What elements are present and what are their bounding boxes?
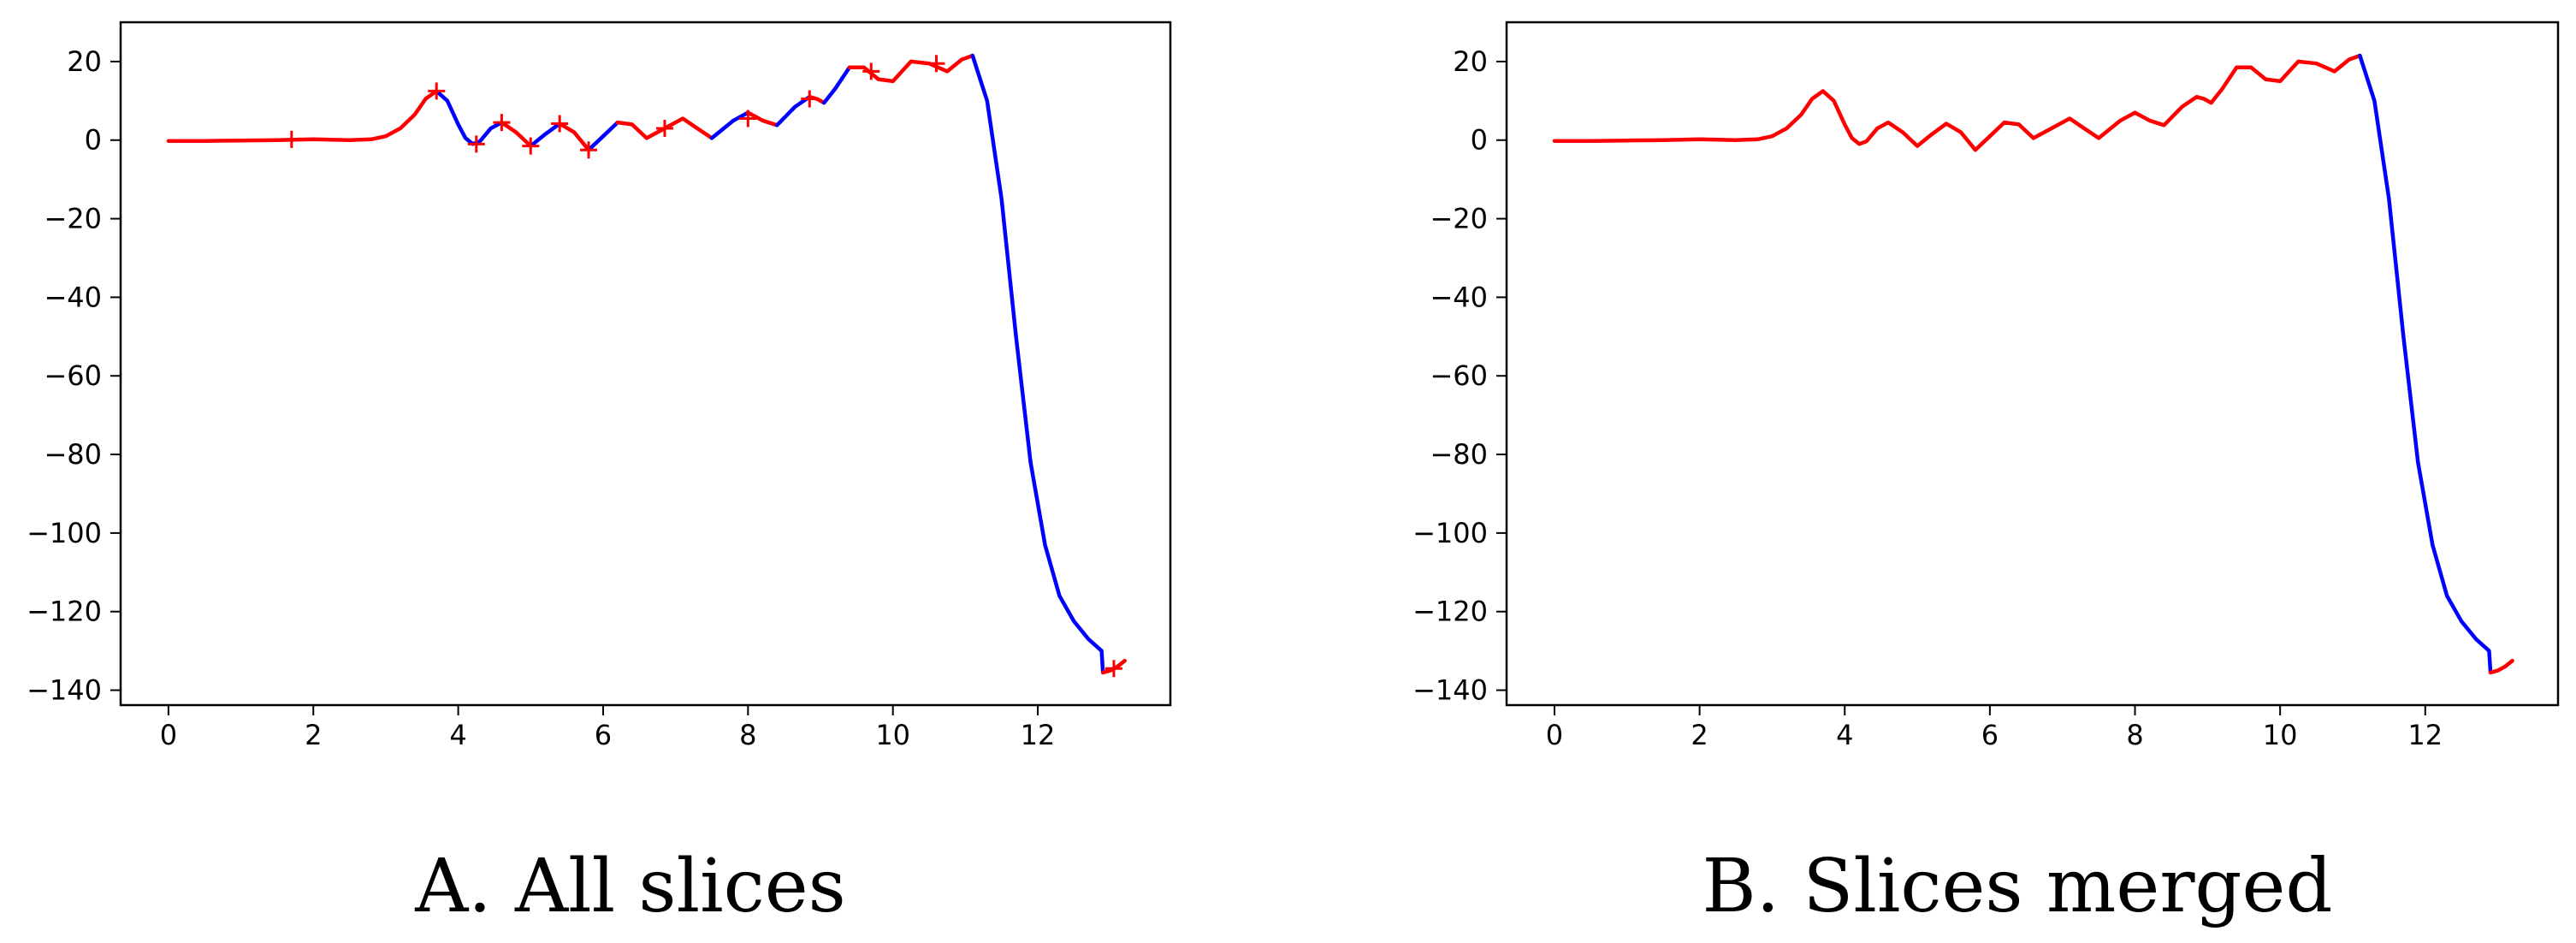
- panel-a-ytick-label: −100: [27, 517, 102, 549]
- panel-a-series-red-segment: [847, 53, 975, 84]
- panel-a-marker-point: [580, 141, 598, 159]
- panel-a-series-red-segment: [557, 122, 591, 152]
- panel-b-series-red-segment: [2488, 658, 2514, 675]
- panel-b-xtick-label: 4: [1836, 719, 1853, 751]
- panel-a-ytick-label: −40: [44, 281, 102, 313]
- panel-a-xtick-label: 4: [449, 719, 466, 751]
- panel-a-series-red-segment: [746, 110, 779, 128]
- panel-a-xtick-label: 8: [739, 719, 756, 751]
- panel-b-xtick-label: 2: [1691, 719, 1708, 751]
- panel-a-marker-point: [927, 55, 945, 73]
- panel-a-ytick-label: 0: [85, 124, 102, 157]
- panel-a-ytick-label: −20: [44, 203, 102, 235]
- panel-a-xtick-label: 6: [595, 719, 612, 751]
- panel-b-series-blue-segment: [2358, 53, 2493, 675]
- panel-a-series-blue-segment: [821, 65, 852, 105]
- panel-b-xtick-label: 0: [1546, 719, 1563, 751]
- panel-a-caption: A. All slices: [414, 844, 846, 929]
- panel-a-ytick-label: −140: [27, 674, 102, 707]
- panel-b-ytick-label: −100: [1412, 517, 1488, 549]
- panel-a-marker-point: [1104, 660, 1122, 678]
- panel-b-ytick-label: 20: [1453, 45, 1488, 78]
- panel-a-series-blue-segment: [529, 122, 562, 148]
- panel-b-xtick-label: 8: [2126, 719, 2143, 751]
- panel-b-ytick-label: −60: [1430, 359, 1488, 392]
- panel-b-xtick-label: 6: [1981, 719, 1999, 751]
- panel-a-marker-point: [551, 115, 569, 133]
- panel-b-series-red-segment: [1552, 53, 2362, 152]
- panel-a-xtick-label: 2: [305, 719, 322, 751]
- panel-a-marker-point: [493, 114, 511, 132]
- panel-a-xtick-label: 12: [1021, 719, 1056, 751]
- panel-a-marker-point: [282, 130, 300, 148]
- panel-b-ytick-label: −140: [1412, 674, 1488, 707]
- panel-a-ytick-label: −60: [44, 359, 102, 392]
- panel-b-ytick-label: −20: [1430, 203, 1488, 235]
- panel-a-marker-point: [522, 137, 540, 155]
- panel-b-ytick-label: 0: [1471, 124, 1488, 157]
- panel-a-marker-point: [862, 62, 880, 80]
- panel-b-ytick-label: −120: [1412, 596, 1488, 628]
- panel-b-caption: B. Slices merged: [1703, 844, 2333, 929]
- panel-a-ytick-label: −120: [27, 596, 102, 628]
- panel-a-series-blue-segment: [970, 53, 1105, 675]
- panel-a-series-blue-segment: [709, 110, 750, 140]
- panel-a-ytick-label: 20: [67, 45, 102, 78]
- panel-a-ytick-label: −80: [44, 438, 102, 471]
- panel-a-xtick-label: 0: [160, 719, 177, 751]
- panel-a-series-blue-segment: [434, 89, 504, 146]
- panel-a: A. All slices 0 2 4 6 8 10 12 20 0 −20 −40 −60 −80 −1…: [27, 21, 1172, 929]
- panel-b-ytick-label: −40: [1430, 281, 1488, 313]
- panel-a-series-red-segment: [166, 89, 439, 143]
- panel-a-marker-point: [801, 90, 819, 108]
- panel-b-ytick-label: −80: [1430, 438, 1488, 471]
- panel-a-marker-point: [739, 110, 757, 128]
- panel-b-plot-frame: [1505, 21, 2560, 707]
- panel-a-plot-frame: [119, 21, 1172, 707]
- panel-a-xtick-label: 10: [875, 719, 910, 751]
- panel-b-xtick-label: 10: [2263, 719, 2298, 751]
- panel-b-xtick-label: 12: [2407, 719, 2443, 751]
- panel-a-series-blue-segment: [586, 120, 620, 152]
- panel-a-marker-point: [655, 119, 673, 137]
- panel-a-series-blue-segment: [774, 94, 812, 128]
- panel-a-series-red-segment: [500, 120, 533, 148]
- panel-a-marker-point: [428, 82, 446, 100]
- panel-a-marker-point: [467, 135, 485, 153]
- panel-b: B. Slices merged 0 2 4 6 8 10 12 20 0 −20 −40 −60 −8…: [1412, 21, 2560, 929]
